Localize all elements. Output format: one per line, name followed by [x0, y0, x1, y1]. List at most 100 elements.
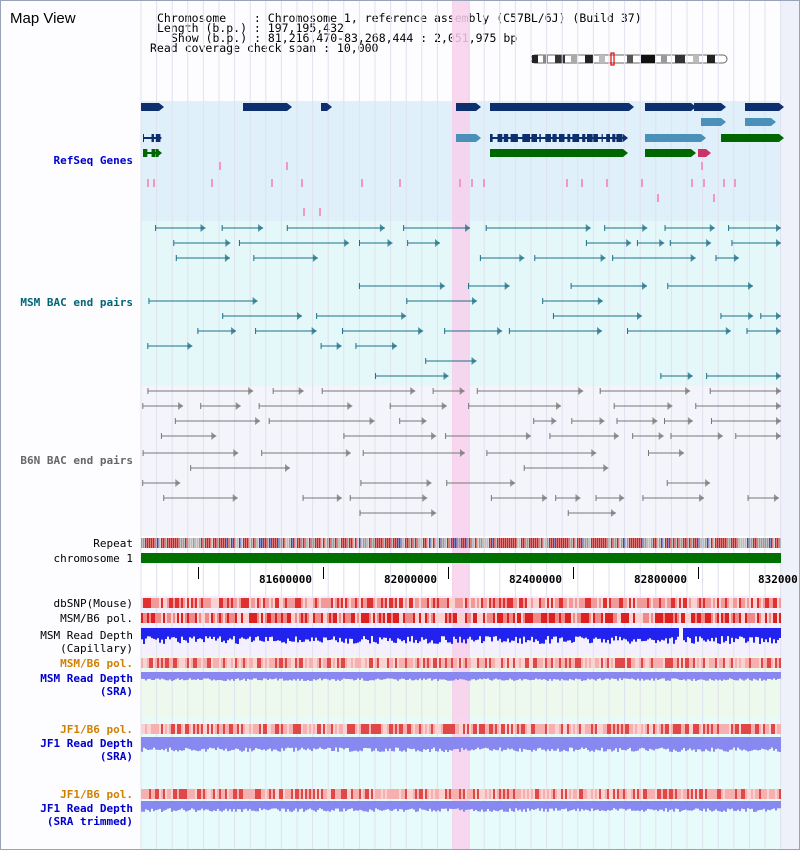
dbsnp-cell [511, 598, 513, 608]
jf1-trimmed-depth-label[interactable]: JF1 Read Depth [40, 802, 133, 815]
jf1-pol-cell [223, 724, 225, 734]
jf1-depth-bar [223, 737, 225, 751]
dbsnp-label[interactable]: dbSNP(Mouse) [53, 597, 133, 610]
jf1-pol-cell [713, 724, 715, 734]
jf1-pol-trimmed-cell [719, 789, 721, 799]
msm-depth-bar [615, 628, 617, 637]
jf1-pol-trimmed-cell [303, 789, 305, 799]
dbsnp-cell [487, 598, 489, 608]
msm-sra-depth-bar [383, 672, 385, 680]
msm-depth-bar [507, 628, 509, 639]
dbsnp-cell [595, 598, 597, 608]
dbsnp-cell [609, 598, 611, 608]
jf1-pol-cell [275, 724, 277, 734]
dbsnp-cell [243, 598, 245, 608]
jf1-depth-bar [241, 737, 243, 752]
msm-pol-cell [505, 613, 507, 623]
msm-depth-bar [279, 628, 281, 641]
msm-bac-label[interactable]: MSM BAC end pairs [20, 296, 133, 309]
dbsnp-cell [713, 598, 715, 608]
jf1-pol-trimmed-cell [411, 789, 413, 799]
repeat-element [535, 538, 537, 548]
msm-pol-sra-cell [297, 658, 299, 668]
refseq-genes-label[interactable]: RefSeq Genes [53, 154, 133, 167]
jf1-pol-cell [693, 724, 695, 734]
jf1-depth-bar [351, 737, 353, 752]
jf1-pol-cell [259, 724, 261, 734]
jf1-depth-bar [545, 737, 547, 752]
jf1-depth-bar [279, 737, 281, 752]
msm-depth-bar [255, 628, 257, 638]
jf1-depth-bar [239, 737, 241, 751]
jf1-trimmed-depth-bar [711, 801, 713, 812]
repeat-element [295, 538, 297, 548]
dbsnp-cell [581, 598, 583, 608]
refseq-minor-mark [147, 179, 149, 187]
jf1-depth-label[interactable]: JF1 Read Depth [40, 737, 133, 750]
msm-depth-bar [217, 628, 219, 639]
b6n-bac-label[interactable]: B6N BAC end pairs [20, 454, 133, 467]
msm-pol-cell [499, 613, 501, 623]
jf1-depth-bar [363, 737, 365, 748]
b6n-bac-pair-arrow [421, 417, 427, 425]
msm-depth-bar [351, 628, 353, 639]
msm-pol-sra-cell [361, 658, 363, 668]
jf1-trimmed-depth-bar [759, 801, 761, 810]
jf1-trimmed-depth-bar [197, 801, 199, 811]
msm-pol-sra-cell [353, 658, 355, 668]
dbsnp-cell [349, 598, 351, 608]
jf1-depth-bar [365, 737, 367, 748]
jf1-pol-cell [231, 724, 233, 734]
dbsnp-cell [153, 598, 155, 608]
jf1-pol-cell [451, 724, 453, 734]
jf1-pol-cell [243, 724, 245, 734]
msm-pol-sra-cell [621, 658, 623, 668]
msm-depth-bar [325, 628, 327, 638]
jf1-pol-cell [217, 724, 219, 734]
jf1-pol-cell [155, 724, 157, 734]
repeat-element [685, 538, 687, 548]
dbsnp-cell [655, 598, 657, 608]
msm-sra-depth-label[interactable]: MSM Read Depth [40, 672, 133, 685]
jf1-depth-bar [637, 737, 639, 751]
repeat-element [227, 538, 229, 548]
dbsnp-cell [327, 598, 329, 608]
msm-depth-bar [647, 628, 649, 640]
msm-pol-cell [341, 613, 343, 623]
repeat-element [559, 538, 561, 548]
jf1-pol-cell [397, 724, 399, 734]
repeat-element [441, 538, 443, 548]
dbsnp-cell [773, 598, 775, 608]
msm-pol-sra-cell [561, 658, 563, 668]
msm-pol-cell [193, 613, 195, 623]
jf1-pol-trimmed-label[interactable]: JF1/B6 pol. [60, 788, 133, 801]
dbsnp-cell [351, 598, 353, 608]
b6n-bac-pair-arrow [705, 479, 711, 487]
repeat-element [289, 538, 291, 548]
dbsnp-cell [741, 598, 743, 608]
jf1-trimmed-depth-bar [389, 801, 391, 811]
repeat-label[interactable]: Repeat [93, 537, 133, 550]
jf1-pol-cell [197, 724, 199, 734]
chromosome-ideogram[interactable] [529, 52, 731, 66]
jf1-pol-cell [769, 724, 771, 734]
chromosome-track-label[interactable]: chromosome 1 [53, 552, 133, 565]
repeat-element [251, 538, 253, 548]
jf1-trimmed-depth-bar [437, 801, 439, 811]
repeat-element [721, 538, 723, 548]
repeat-element [449, 538, 451, 548]
msm-depth-bar [223, 628, 225, 641]
msm-pol-label[interactable]: MSM/B6 pol. [60, 612, 133, 625]
jf1-trimmed-depth-bar [587, 801, 589, 811]
jf1-pol-cell [545, 724, 547, 734]
jf1-depth-bar [263, 737, 265, 750]
repeat-element [235, 538, 237, 548]
msm-sra-depth-bar [757, 672, 759, 681]
gene-block [243, 103, 287, 111]
jf1-pol-label[interactable]: JF1/B6 pol. [60, 723, 133, 736]
msm-depth-bar [309, 628, 311, 642]
msm-pol-cell [387, 613, 389, 623]
msm-pol-sra-label[interactable]: MSM/B6 pol. [60, 657, 133, 670]
msm-depth-label[interactable]: MSM Read Depth [40, 629, 133, 642]
